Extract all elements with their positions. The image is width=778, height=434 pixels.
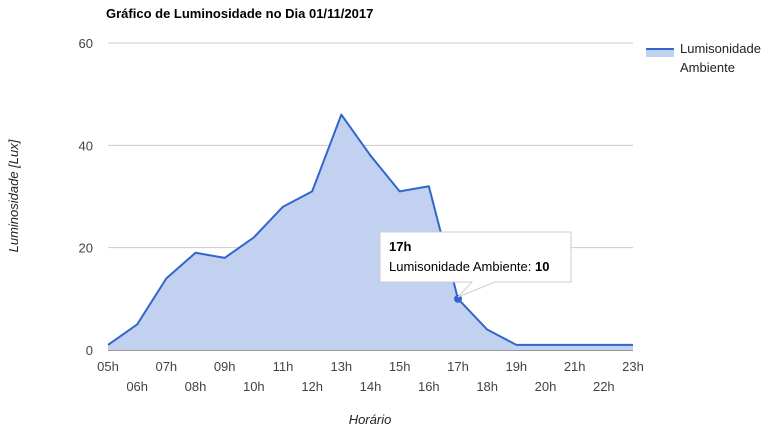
legend[interactable]: Lumisonidade Ambiente <box>646 41 761 75</box>
tooltip-box <box>379 231 572 298</box>
series-line <box>107 113 633 346</box>
tooltip: 17h Lumisonidade Ambiente: 10 <box>379 231 572 298</box>
chart-title: Gráfico de Luminosidade no Dia 01/11/201… <box>106 6 373 21</box>
y-tick-label: 20 <box>79 241 93 256</box>
legend-area-swatch <box>646 50 674 57</box>
x-tick-label: 07h <box>155 359 177 374</box>
x-tick-label: 05h <box>97 359 119 374</box>
tooltip-series-label: Lumisonidade Ambiente: <box>389 259 535 274</box>
legend-label-line2: Ambiente <box>680 60 735 75</box>
x-tick-label: 10h <box>243 379 265 394</box>
y-axis-ticks: 0 20 40 60 <box>79 36 93 358</box>
series-area <box>107 113 633 350</box>
x-tick-label: 20h <box>535 379 557 394</box>
x-tick-label: 15h <box>389 359 411 374</box>
x-tick-label: 19h <box>505 359 527 374</box>
y-axis-label: Luminosidade [Lux] <box>6 139 21 252</box>
tooltip-value: 10 <box>535 259 549 274</box>
x-tick-label: 17h <box>447 359 469 374</box>
x-tick-label: 23h <box>622 359 644 374</box>
x-axis-ticks: 05h 06h 07h 08h 09h 10h 11h 12h 13h 14h 15h 16h 17h 1… <box>97 359 644 394</box>
x-tick-label: 22h <box>593 379 615 394</box>
x-tick-label: 08h <box>185 379 207 394</box>
x-tick-label: 21h <box>564 359 586 374</box>
x-tick-label: 18h <box>476 379 498 394</box>
x-tick-label: 09h <box>214 359 236 374</box>
y-tick-label: 60 <box>79 36 93 51</box>
area-fill <box>108 114 633 350</box>
x-tick-label: 06h <box>126 379 148 394</box>
legend-label-line1: Lumisonidade <box>680 41 761 56</box>
y-tick-label: 0 <box>86 343 93 358</box>
y-tick-label: 40 <box>79 138 93 153</box>
x-axis-label: Horário <box>349 412 392 427</box>
x-tick-label: 13h <box>330 359 352 374</box>
tooltip-body: Lumisonidade Ambiente: 10 <box>389 259 549 274</box>
x-tick-label: 11h <box>273 359 294 374</box>
x-tick-label: 16h <box>418 379 440 394</box>
tooltip-category: 17h <box>389 239 411 254</box>
x-tick-label: 12h <box>301 379 323 394</box>
highlighted-data-point <box>454 294 462 303</box>
x-tick-label: 14h <box>360 379 382 394</box>
